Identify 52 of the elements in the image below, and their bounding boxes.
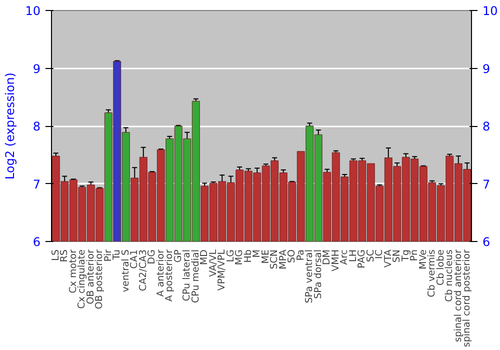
x-tick-label: Tu — [112, 249, 123, 261]
x-tick-label: CA1 — [129, 249, 140, 269]
x-tick-label: A posterior — [164, 249, 176, 302]
x-tick-label: VPM/VPL — [216, 248, 228, 291]
x-tick-label: SN — [392, 249, 403, 263]
x-tick-label: VMH — [330, 249, 342, 272]
x-tick-label: M — [252, 249, 263, 258]
x-tick-label: MD — [199, 249, 210, 266]
y2-tick-label: 6 — [482, 235, 490, 249]
y-tick-label: 8 — [32, 120, 41, 134]
x-tick-label: SPa dorsal — [312, 249, 324, 299]
x-tick-label: Hb — [242, 249, 254, 263]
x-tick-label: MPA — [278, 249, 289, 270]
x-tick-label: LH — [348, 250, 359, 262]
x-tick-label: SO — [286, 249, 298, 264]
x-tick-label: spinal cord posterior — [462, 249, 473, 348]
y2-tick-label: 10 — [482, 4, 498, 18]
x-tick-label: PAG — [356, 249, 368, 268]
x-tick-label: RS — [59, 249, 70, 262]
y2-tick-label: 8 — [482, 120, 490, 134]
x-tick-label: VTA — [382, 249, 394, 268]
x-tick-label: Pa — [295, 250, 306, 261]
x-tick-label: Pn — [409, 249, 420, 262]
x-tick-label: Cb lobe — [435, 249, 446, 286]
x-tick-label: ventral S — [120, 249, 132, 292]
y-tick-label: 9 — [32, 62, 41, 76]
x-tick-label: GP — [172, 249, 184, 263]
x-tick-label: LG — [225, 250, 236, 262]
x-tick-label: DM — [322, 249, 333, 266]
y2-tick-label: 9 — [482, 62, 490, 76]
x-tick-label: LS — [50, 249, 62, 261]
x-tick-label: Tg — [400, 249, 412, 262]
y-tick-label: 10 — [25, 4, 41, 18]
x-tick-label: SC — [365, 249, 376, 262]
x-tick-label: VA/VL — [208, 248, 219, 277]
x-tick-label: SCN — [269, 249, 280, 270]
y2-tick-label: 7 — [482, 177, 490, 192]
y-tick-label: 6 — [32, 235, 41, 249]
x-tick-label: Arc — [339, 249, 350, 265]
x-tick-label: Cx cingulate — [76, 249, 88, 309]
x-tick-label: MVe — [418, 249, 429, 270]
x-tick-label: Pir — [102, 249, 114, 262]
y-tick-label: 7 — [32, 177, 41, 192]
x-tick-label: OB posterior — [94, 249, 106, 310]
x-tick-label: Cx motor — [68, 249, 79, 294]
y-axis-title: Log2 (expression) — [3, 72, 18, 180]
x-tick-label: CA2/CA3 — [138, 249, 149, 292]
x-tick-label: CPu medial — [190, 249, 202, 303]
x-tick-label: IC — [374, 249, 386, 259]
x-tick-label: DG — [146, 249, 158, 264]
x-tick-label: A anterior — [155, 249, 166, 297]
x-tick-label: ME — [260, 249, 272, 264]
